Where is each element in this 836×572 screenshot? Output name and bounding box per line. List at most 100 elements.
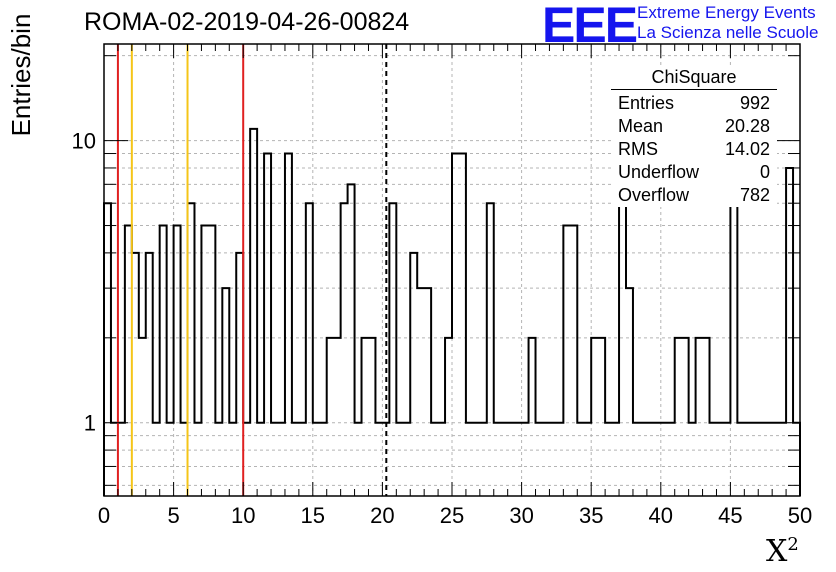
histogram-bin	[320, 423, 327, 496]
histogram-bin	[271, 423, 278, 496]
y-tick-label: 1	[84, 411, 96, 436]
histogram-bin	[146, 253, 153, 496]
chart-title: ROMA-02-2019-04-26-00824	[84, 8, 410, 36]
histogram-bin	[424, 288, 431, 496]
histogram-bin	[584, 423, 591, 496]
histogram-bin	[132, 253, 139, 496]
histogram-bin	[118, 423, 125, 496]
stats-value: 14.02	[724, 139, 770, 159]
stats-row-overflow: Overflow 782	[611, 184, 777, 207]
stats-row-entries: Entries 992	[611, 92, 777, 115]
histogram-bin	[299, 423, 306, 496]
histogram-bin	[556, 423, 563, 496]
histogram-bin	[348, 184, 355, 496]
histogram-bin	[167, 423, 174, 496]
x-tick-label: 35	[579, 503, 603, 528]
histogram-bin	[445, 338, 452, 496]
histogram-bin	[765, 423, 772, 496]
stats-value: 0	[759, 162, 770, 182]
histogram-bin	[417, 288, 424, 496]
histogram-bin	[438, 423, 445, 496]
histogram-bin	[229, 423, 236, 496]
histogram-bin	[515, 423, 522, 496]
x-tick-label: 5	[167, 503, 179, 528]
histogram-bin	[222, 288, 229, 496]
x-tick-label: 15	[301, 503, 325, 528]
x-tick-label: 10	[231, 503, 255, 528]
histogram-bin	[327, 338, 334, 496]
histogram-bin	[264, 154, 271, 496]
x-tick-label: 45	[718, 503, 742, 528]
histogram-bin	[675, 338, 682, 496]
stats-title: ChiSquare	[611, 67, 777, 90]
stats-value: 20.28	[724, 116, 770, 136]
histogram-bin	[751, 423, 758, 496]
histogram-bin	[410, 253, 417, 496]
stats-label: Overflow	[618, 185, 690, 205]
histogram-bin	[591, 338, 598, 496]
eee-logo: EEE	[542, 0, 638, 53]
histogram-bin	[661, 423, 668, 496]
axis-ticks	[103, 44, 801, 496]
histogram-bin	[236, 253, 243, 496]
histogram-bin	[181, 423, 188, 496]
histogram-bars	[103, 127, 801, 496]
histogram-bin	[452, 154, 459, 496]
histogram-bin	[341, 203, 348, 496]
stats-row-underflow: Underflow 0	[611, 161, 777, 184]
histogram-bin	[654, 423, 661, 496]
histogram-bin	[737, 423, 744, 496]
stats-value: 992	[739, 93, 770, 113]
histogram-bin	[563, 226, 570, 496]
histogram-bin	[125, 226, 132, 496]
histogram-bin	[549, 423, 556, 496]
histogram-bin	[285, 154, 292, 496]
histogram-bin	[334, 338, 341, 496]
histogram-bin	[744, 423, 751, 496]
histogram-bin	[459, 154, 466, 496]
histogram-bin	[501, 423, 508, 496]
histogram-bin	[703, 338, 710, 496]
stats-row-mean: Mean 20.28	[611, 115, 777, 138]
histogram-bin	[104, 203, 111, 496]
stats-label: Entries	[618, 93, 675, 113]
histogram-bin	[473, 423, 480, 496]
x-tick-label: 25	[440, 503, 464, 528]
histogram-bin	[403, 423, 410, 496]
histogram-bin	[375, 423, 382, 496]
x-tick-label: 40	[649, 503, 673, 528]
histogram-bin	[647, 423, 654, 496]
histogram-bin	[716, 423, 723, 496]
logo-line-2: La Scienza nelle Scuole	[637, 23, 819, 42]
stats-label: Mean	[618, 116, 664, 136]
histogram-bin	[389, 203, 396, 496]
histogram-bin	[668, 423, 675, 496]
histogram-bin	[758, 423, 765, 496]
histogram-bin	[710, 423, 717, 496]
histogram-bin	[633, 423, 640, 496]
histogram-bin	[188, 203, 195, 496]
histogram-bin	[466, 423, 473, 496]
histogram-bin	[139, 338, 146, 496]
vertical-marker-lines	[116, 44, 388, 496]
histogram-bin	[598, 338, 605, 496]
histogram-bin	[689, 423, 696, 496]
histogram-bin	[640, 423, 647, 496]
histogram-bin	[577, 423, 584, 496]
y-axis-label: Entries/bin	[6, 13, 36, 137]
histogram-bin	[243, 423, 250, 496]
histogram-bin	[723, 423, 730, 496]
histogram-bin	[194, 423, 201, 496]
histogram-bin	[174, 226, 181, 496]
histogram-bin	[536, 423, 543, 496]
logo-line-1: Extreme Energy Events	[637, 3, 816, 22]
stats-label: RMS	[618, 139, 658, 159]
histogram-bin	[682, 338, 689, 496]
histogram-bin	[160, 226, 167, 496]
stats-box: ChiSquare Entries 992 Mean 20.28 RMS 14.02 …	[611, 67, 777, 207]
y-tick-label: 10	[72, 129, 96, 154]
histogram-outline	[103, 127, 801, 496]
histogram-bin	[605, 423, 612, 496]
histogram-bin	[730, 168, 737, 496]
histogram-bin	[153, 423, 160, 496]
